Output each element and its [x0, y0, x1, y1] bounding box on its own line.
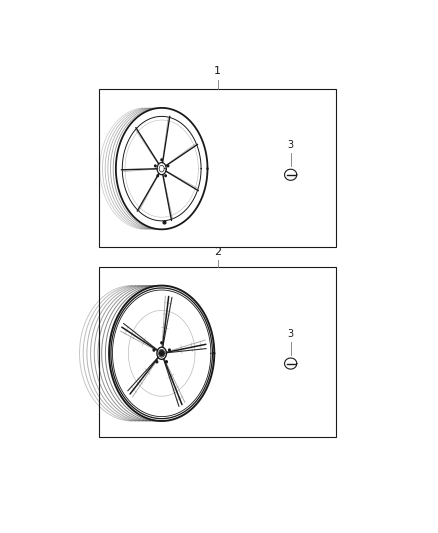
- Text: 2: 2: [214, 247, 221, 257]
- Circle shape: [167, 165, 169, 167]
- Circle shape: [165, 175, 166, 176]
- Polygon shape: [159, 351, 164, 356]
- Circle shape: [161, 342, 162, 344]
- Bar: [99, 267, 336, 438]
- Circle shape: [157, 175, 159, 176]
- Circle shape: [166, 361, 167, 363]
- Circle shape: [153, 349, 155, 351]
- Text: 1: 1: [214, 66, 221, 76]
- Circle shape: [156, 361, 158, 363]
- Text: 3: 3: [288, 140, 294, 150]
- Circle shape: [169, 349, 170, 351]
- Circle shape: [155, 165, 156, 167]
- Text: 3: 3: [288, 329, 294, 339]
- Circle shape: [161, 159, 162, 160]
- Bar: [99, 88, 336, 247]
